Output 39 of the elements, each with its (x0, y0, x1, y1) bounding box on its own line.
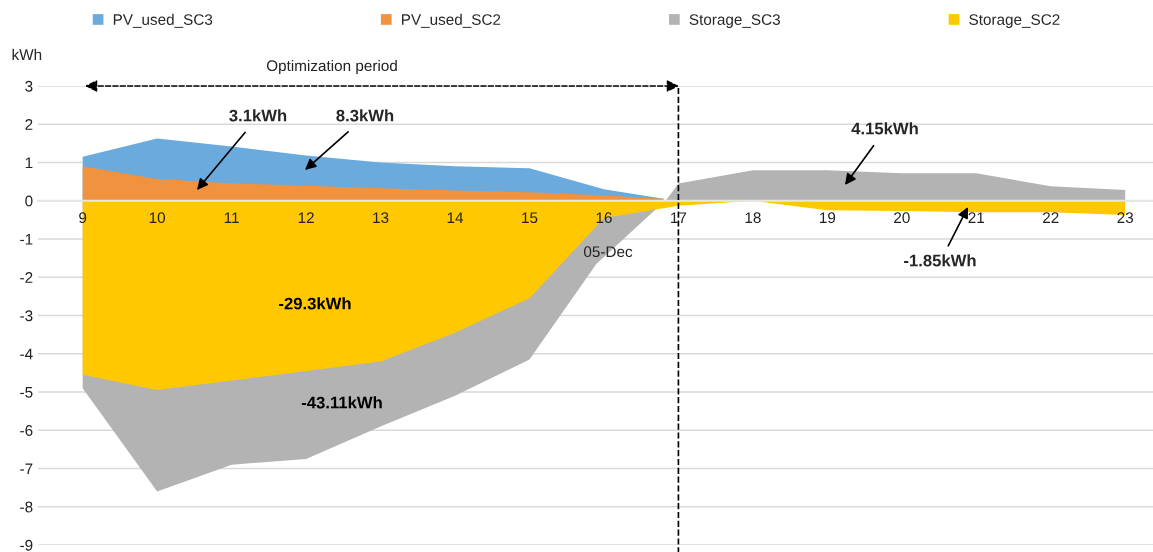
annotation: 4.15kWh (851, 122, 918, 135)
annotation: 3.1kWh (229, 109, 287, 122)
y-tick-label: -9 (20, 539, 33, 551)
y-tick-label: -3 (20, 310, 33, 322)
annotation: -43.11kWh (301, 396, 382, 409)
x-tick-label: 12 (298, 212, 314, 223)
annotation: 8.3kWh (336, 109, 394, 122)
x-tick-label: 21 (968, 212, 985, 223)
x-tick-label: 23 (1117, 212, 1134, 224)
x-tick-label: 15 (522, 212, 538, 224)
y-tick-label: -4 (20, 348, 33, 360)
x-tick-label: 20 (894, 212, 910, 224)
x-tick-label: 13 (373, 212, 389, 224)
y-tick-label: 3 (25, 80, 33, 92)
y-tick-label: -1 (20, 234, 33, 245)
y-tick-label: -2 (20, 272, 33, 283)
x-tick-label: 11 (224, 212, 239, 223)
annotation: -29.3kWh (279, 297, 351, 310)
y-tick-label: -8 (20, 501, 33, 513)
y-tick-label: 1 (25, 157, 33, 169)
y-axis-title: kWh (12, 48, 42, 60)
legend-label: PV_used_SC2 (402, 13, 501, 28)
legend-label: Storage_SC3 (689, 14, 780, 28)
legend-label: PV_used_SC3 (113, 13, 213, 28)
y-tick-label: -6 (20, 425, 33, 436)
legend-label: Storage_SC2 (969, 14, 1060, 28)
y-tick-label: -7 (20, 463, 33, 475)
text: Optimization period (266, 59, 397, 75)
x-tick-label: 14 (447, 212, 464, 223)
y-tick-label: -5 (20, 387, 33, 398)
x-tick-label: 18 (745, 212, 761, 224)
x-tick-label: 10 (149, 212, 166, 224)
annotation: 05-Dec (583, 246, 633, 258)
y-tick-label: 0 (25, 195, 33, 207)
y-tick-label: 2 (25, 119, 33, 130)
x-tick-label: 17 (671, 212, 687, 223)
annotation: -1.85kWh (904, 254, 976, 267)
x-tick-label: 19 (820, 212, 836, 224)
x-tick-label: 22 (1043, 212, 1059, 223)
